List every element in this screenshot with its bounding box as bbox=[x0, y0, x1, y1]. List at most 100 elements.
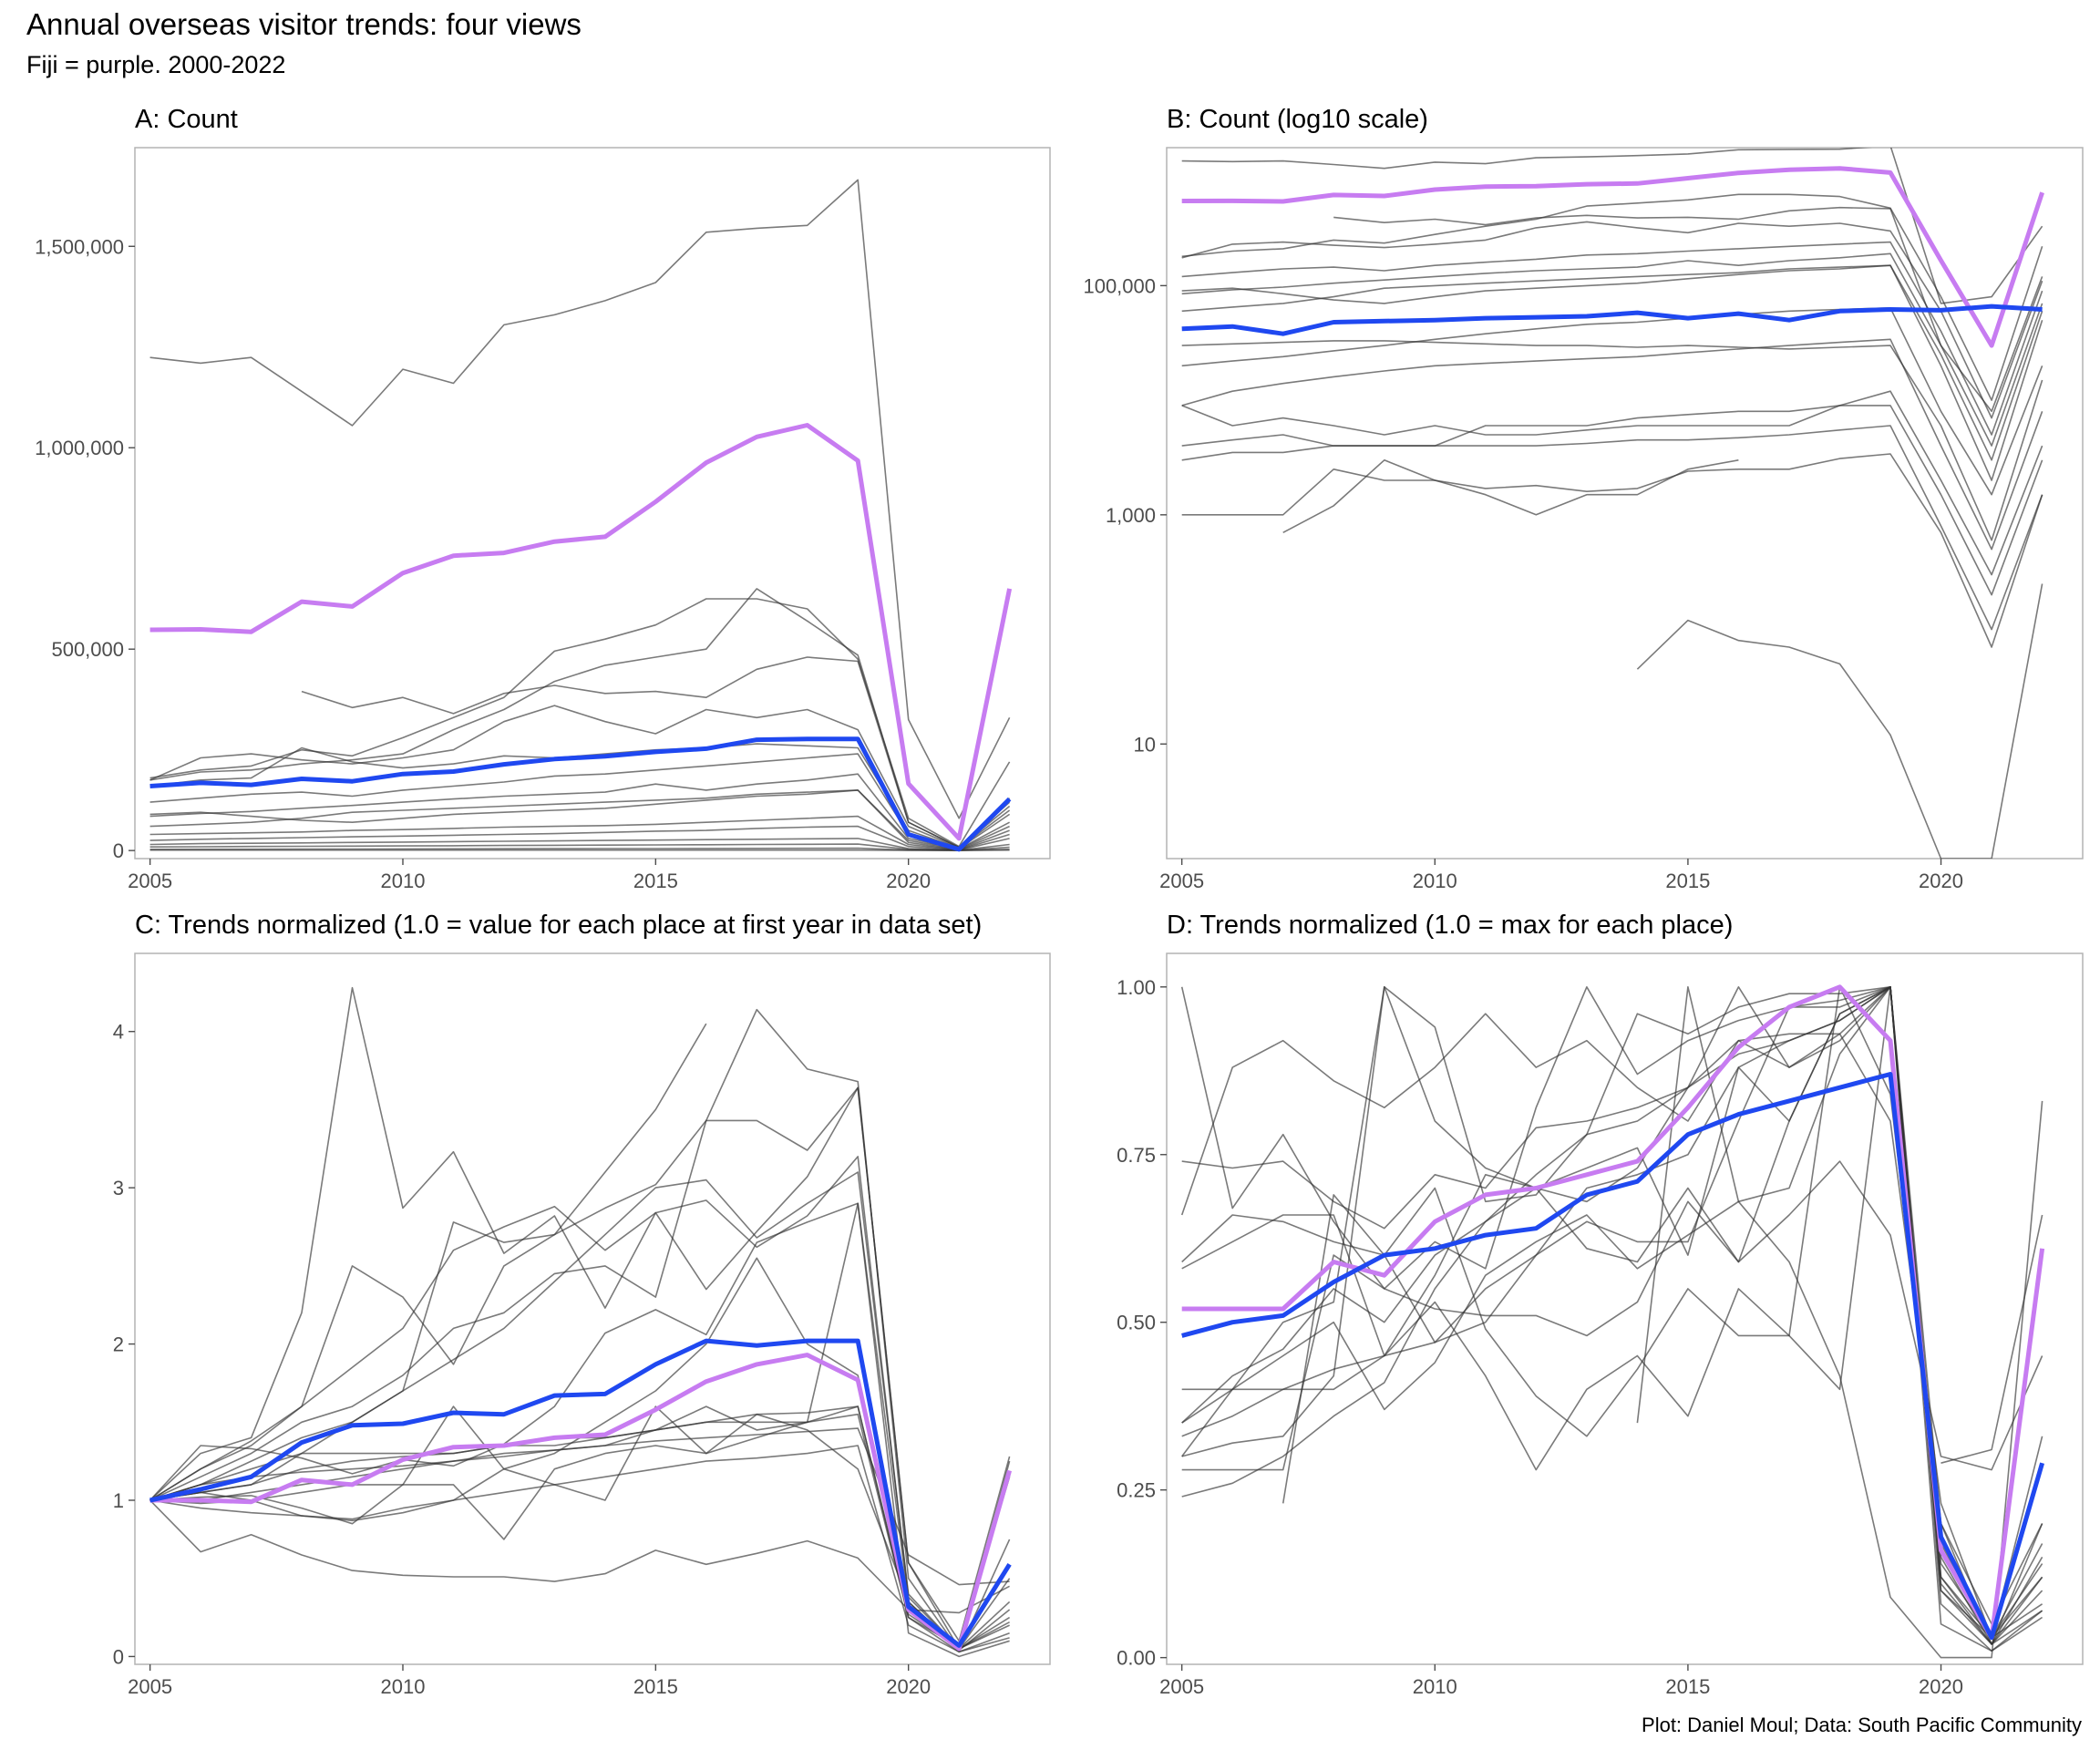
series-line bbox=[149, 843, 1010, 851]
x-tick-label: 2020 bbox=[886, 870, 931, 892]
panel-3: C: Trends normalized (1.0 = value for ea… bbox=[113, 911, 1051, 1698]
series-line bbox=[1181, 264, 2043, 461]
series-layer bbox=[1181, 148, 2044, 859]
series-line bbox=[149, 705, 1011, 849]
series-line bbox=[149, 588, 1011, 849]
series-line bbox=[1181, 264, 2043, 481]
panel-1: A: Count 2005 2010 2015 2020 0 500,000 1,000,00… bbox=[35, 105, 1051, 892]
x-tick-label: 2005 bbox=[1159, 1675, 1204, 1698]
y-tick-label: 0.25 bbox=[1117, 1479, 1156, 1502]
panel-4: D: Trends normalized (1.0 = max for each… bbox=[1117, 911, 2084, 1698]
series-line bbox=[1181, 390, 2043, 576]
series-line bbox=[1181, 986, 2043, 1639]
figure-caption: Plot: Daniel Moul; Data: South Pacific C… bbox=[1642, 1714, 2082, 1736]
series-line bbox=[1181, 986, 2043, 1639]
series-line bbox=[1181, 986, 2043, 1625]
series-line bbox=[1181, 459, 1739, 516]
series-line bbox=[149, 986, 1011, 1642]
series-line bbox=[149, 1405, 1010, 1653]
average-series-line bbox=[1181, 1072, 2045, 1641]
series-line bbox=[1181, 241, 2043, 436]
series-line bbox=[1181, 986, 2043, 1639]
series-line bbox=[149, 1445, 1010, 1653]
y-tick-label: 1,000 bbox=[1106, 504, 1156, 527]
series-line bbox=[149, 1499, 1010, 1614]
y-tick-label: 500,000 bbox=[51, 638, 124, 661]
y-tick-label: 10 bbox=[1134, 733, 1156, 756]
series-line bbox=[149, 815, 1010, 851]
fiji-series-line bbox=[149, 423, 1013, 841]
fiji-series-line bbox=[1181, 984, 2045, 1641]
average-series-line bbox=[1181, 304, 2043, 336]
y-tick-label: 100,000 bbox=[1083, 274, 1156, 297]
y-tick-label: 2 bbox=[113, 1333, 124, 1356]
series-line bbox=[149, 789, 1010, 851]
figure-title: Annual overseas visitor trends: four vie… bbox=[26, 7, 582, 41]
y-tick-label: 0.00 bbox=[1117, 1647, 1156, 1670]
x-tick-label: 2005 bbox=[128, 1675, 172, 1698]
series-line bbox=[149, 847, 1010, 851]
series-line bbox=[149, 179, 1011, 819]
series-line bbox=[1636, 583, 2043, 859]
x-tick-label: 2015 bbox=[633, 870, 678, 892]
x-tick-label: 2005 bbox=[128, 870, 172, 892]
y-tick-label: 1 bbox=[113, 1489, 124, 1512]
series-layer bbox=[149, 179, 1013, 852]
series-line bbox=[1181, 986, 2043, 1645]
series-line bbox=[1181, 405, 2043, 596]
average-series-line bbox=[149, 736, 1012, 852]
series-line bbox=[1282, 986, 2043, 1645]
series-line bbox=[149, 773, 1010, 850]
panel-2: B: Count (log10 scale) 2005 2010 2015 2020 10… bbox=[1083, 105, 2084, 892]
x-tick-label: 2010 bbox=[381, 1675, 426, 1698]
y-tick-label: 1,000,000 bbox=[35, 437, 124, 459]
fiji-series-line bbox=[149, 1353, 1013, 1652]
series-line bbox=[1181, 986, 2043, 1639]
y-tick-label: 1,500,000 bbox=[35, 235, 124, 258]
figure-subtitle: Fiji = purple. 2000-2022 bbox=[26, 51, 286, 78]
plot-frame bbox=[1166, 952, 2084, 1665]
panel-title: A: Count bbox=[135, 105, 238, 134]
series-line bbox=[149, 1171, 1011, 1650]
panel-title: D: Trends normalized (1.0 = max for each… bbox=[1167, 911, 1733, 940]
x-tick-label: 2010 bbox=[1413, 870, 1457, 892]
x-tick-label: 2010 bbox=[1413, 1675, 1457, 1698]
series-line bbox=[1181, 307, 2043, 496]
x-tick-label: 2015 bbox=[1665, 870, 1710, 892]
series-line bbox=[1180, 1013, 2043, 1639]
series-line bbox=[1181, 252, 2043, 447]
series-line bbox=[1940, 1214, 2043, 1464]
average-series-line bbox=[149, 1338, 1012, 1648]
x-tick-label: 2015 bbox=[633, 1675, 678, 1698]
y-tick-label: 1.00 bbox=[1117, 976, 1156, 999]
plot-frame bbox=[134, 952, 1051, 1665]
y-tick-label: 0 bbox=[113, 1645, 124, 1668]
y-tick-label: 4 bbox=[113, 1021, 124, 1044]
panel-title: B: Count (log10 scale) bbox=[1167, 105, 1428, 134]
series-line bbox=[149, 825, 1010, 851]
series-line bbox=[1181, 193, 2043, 401]
y-tick-label: 0.50 bbox=[1117, 1312, 1156, 1334]
series-layer bbox=[149, 986, 1013, 1658]
x-tick-label: 2005 bbox=[1159, 870, 1204, 892]
series-line bbox=[1181, 338, 2043, 551]
x-tick-label: 2020 bbox=[1919, 870, 1963, 892]
series-line bbox=[1180, 986, 2043, 1471]
series-line bbox=[1282, 453, 2043, 648]
series-line bbox=[1181, 148, 2043, 304]
series-line bbox=[301, 656, 1011, 849]
y-tick-label: 0.75 bbox=[1117, 1144, 1156, 1167]
series-line bbox=[149, 838, 1010, 851]
plot-frame bbox=[1166, 147, 2084, 860]
plot-frame bbox=[134, 147, 1051, 860]
y-tick-label: 3 bbox=[113, 1177, 124, 1199]
y-tick-label: 0 bbox=[113, 839, 124, 862]
series-line bbox=[149, 1156, 1011, 1650]
fiji-series-line bbox=[1181, 166, 2044, 348]
series-line bbox=[149, 753, 1011, 849]
x-tick-label: 2020 bbox=[886, 1675, 931, 1698]
series-line bbox=[1181, 221, 2043, 419]
series-line bbox=[1636, 986, 2043, 1659]
series-layer bbox=[1180, 984, 2045, 1659]
